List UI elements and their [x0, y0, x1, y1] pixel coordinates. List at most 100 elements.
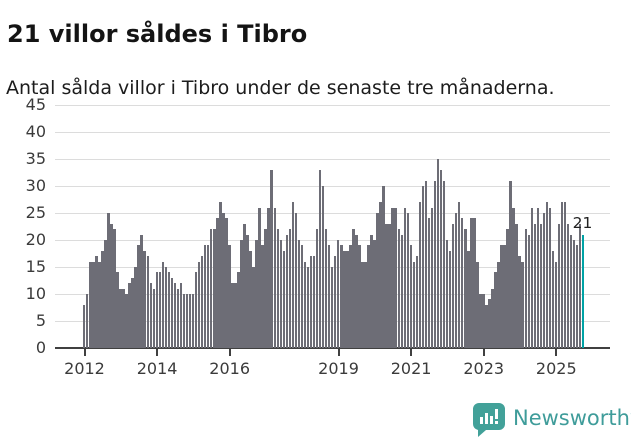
bar	[448, 250, 452, 348]
bar	[572, 240, 576, 348]
bar	[158, 272, 162, 348]
bar	[231, 283, 234, 348]
bar	[578, 223, 582, 348]
bar	[409, 245, 413, 348]
bar	[279, 240, 283, 348]
bar	[258, 207, 261, 348]
bar	[364, 261, 367, 348]
bar	[385, 223, 388, 348]
x-tick-label: 2025	[535, 359, 577, 378]
bar	[194, 272, 198, 348]
bar	[219, 202, 222, 348]
bar	[273, 207, 276, 348]
bar	[321, 186, 325, 348]
bar	[406, 213, 410, 348]
newsworthy-logo-icon	[472, 403, 505, 437]
bar	[252, 267, 255, 348]
x-tick-label: 2012	[64, 359, 105, 378]
bar	[509, 180, 512, 348]
bar	[355, 234, 358, 348]
bar	[461, 218, 464, 348]
bar	[282, 250, 286, 348]
bar	[152, 288, 156, 348]
bar	[412, 261, 416, 348]
bar	[536, 207, 540, 348]
x-tick-label: 2016	[209, 359, 251, 378]
bar	[134, 267, 137, 348]
bar	[442, 180, 446, 348]
bar	[334, 256, 337, 348]
bar	[95, 256, 98, 348]
bar	[270, 169, 273, 348]
bar	[367, 245, 370, 348]
bar	[188, 294, 192, 348]
highlight-bar	[581, 234, 585, 348]
brand-name: Newsworthy	[513, 406, 631, 430]
bar	[436, 159, 440, 348]
bar	[300, 245, 304, 348]
bar	[485, 304, 488, 348]
bar	[539, 223, 543, 348]
bar	[545, 202, 549, 348]
bar	[170, 277, 174, 348]
bar	[376, 213, 379, 348]
bar	[225, 218, 228, 348]
y-gridline	[55, 213, 610, 214]
bar	[430, 207, 434, 348]
bar	[203, 245, 207, 348]
x-tick-mark	[482, 349, 485, 356]
bar	[415, 256, 419, 348]
bar	[403, 207, 407, 348]
y-tick-label: 45	[25, 95, 46, 114]
bar	[575, 245, 579, 348]
bar	[206, 245, 210, 348]
bar	[315, 229, 319, 348]
bar	[128, 283, 131, 348]
y-tick-label: 25	[25, 203, 46, 222]
bar	[512, 207, 515, 348]
bar	[89, 261, 92, 348]
latest-value-label: 21	[572, 213, 593, 232]
bar	[137, 245, 140, 348]
bar	[476, 261, 479, 348]
x-tick-mark	[410, 349, 413, 356]
bar	[370, 234, 373, 348]
bar	[479, 294, 482, 348]
y-tick-label: 35	[25, 149, 46, 168]
bar	[285, 234, 289, 348]
bar	[488, 299, 491, 348]
bar	[491, 288, 494, 348]
page-title: 21 villor såldes i Tibro	[7, 20, 308, 49]
bar	[451, 223, 455, 348]
bar	[340, 245, 343, 348]
bar	[261, 245, 264, 348]
bar	[464, 229, 467, 348]
bar	[421, 186, 425, 348]
bar	[213, 229, 216, 348]
bar	[146, 256, 149, 348]
bar	[291, 202, 295, 348]
bar	[119, 288, 122, 348]
bar	[216, 218, 219, 348]
bar	[149, 283, 152, 348]
bar	[524, 229, 527, 348]
bar	[548, 207, 552, 348]
bar-chart: 0 5 10 15 20 25 30 35 40 45 2012 2014 2016 2019 2021 20…	[25, 95, 610, 378]
y-tick-label: 15	[25, 257, 46, 276]
bar	[131, 277, 134, 348]
y-tick-label: 20	[25, 230, 46, 249]
y-tick-label: 5	[35, 311, 46, 330]
bar	[176, 288, 180, 348]
bar	[116, 272, 119, 348]
bar	[473, 218, 476, 348]
bar	[104, 240, 107, 348]
bar	[113, 229, 116, 348]
bar	[382, 186, 385, 348]
y-gridline	[55, 159, 610, 160]
bar	[110, 223, 113, 348]
bar	[358, 245, 361, 348]
bar	[379, 202, 382, 348]
bar	[533, 223, 537, 348]
bar	[125, 294, 128, 348]
x-tick-mark	[337, 349, 340, 356]
